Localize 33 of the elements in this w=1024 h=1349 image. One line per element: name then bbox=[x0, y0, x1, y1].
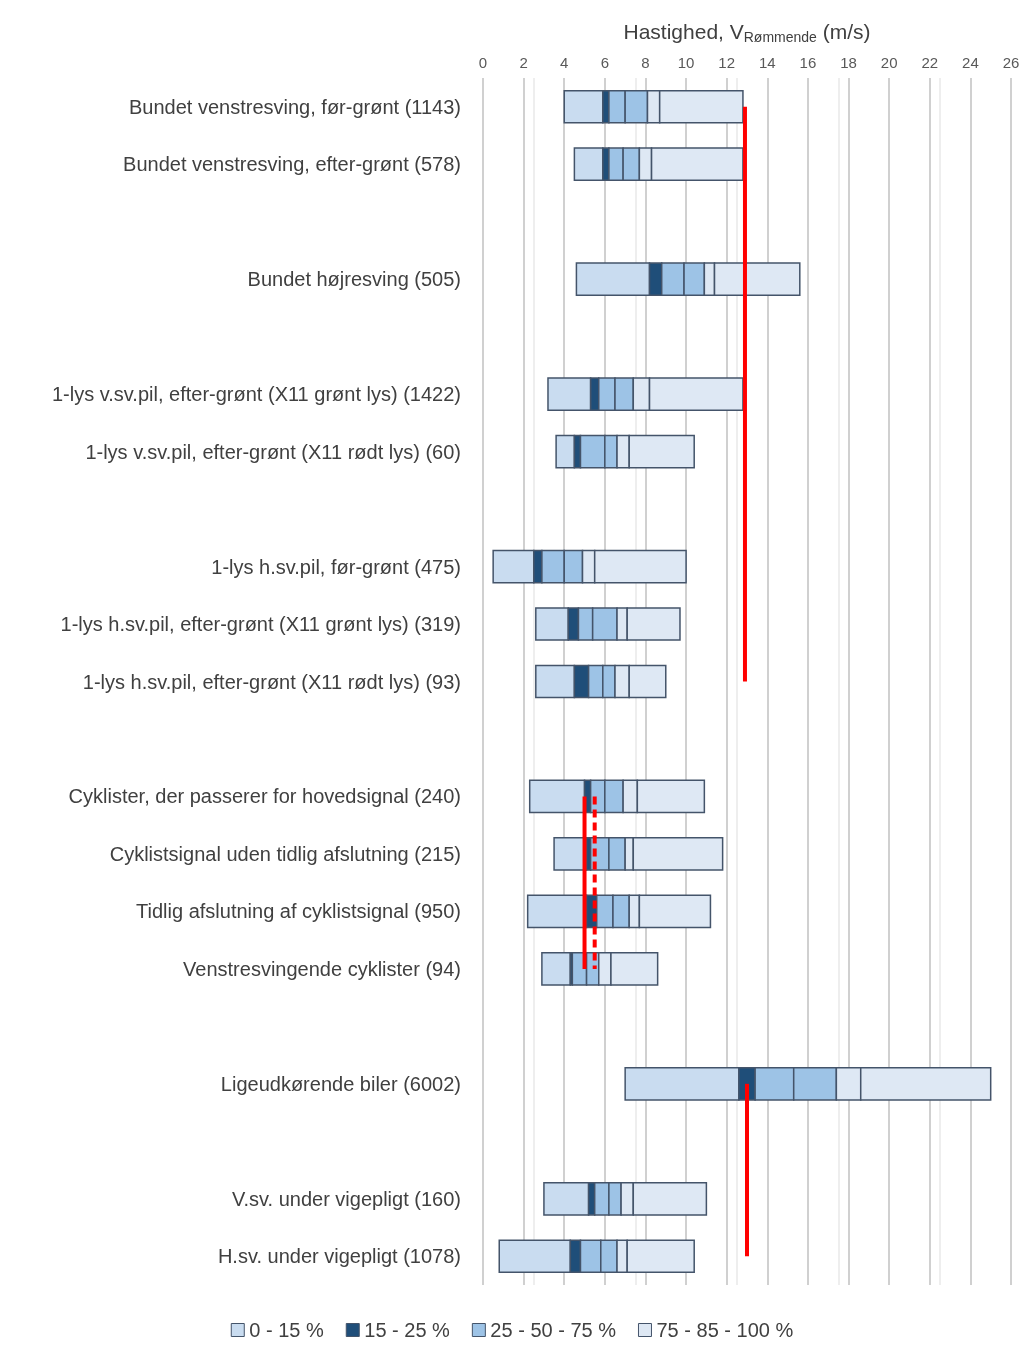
y-tick-label: Bundet venstresving, før-grønt (1143) bbox=[129, 95, 461, 118]
x-tick-label: 0 bbox=[478, 54, 488, 71]
y-tick-label: Bundet venstresving, efter-grønt (578) bbox=[123, 153, 461, 176]
x-tick-label: 26 bbox=[1002, 54, 1020, 71]
y-tick-label: Venstresvingende cyklister (94) bbox=[183, 957, 461, 980]
y-tick-label: Tidlig afslutning af cyklistsignal (950) bbox=[136, 900, 461, 923]
x-tick-label: 20 bbox=[880, 54, 898, 71]
y-tick-label: V.sv. under vigepligt (160) bbox=[231, 1187, 461, 1210]
x-tick-label: 22 bbox=[921, 54, 939, 71]
y-tick-label: Bundet højresving (505) bbox=[247, 268, 461, 291]
x-tick-label: 4 bbox=[560, 54, 569, 71]
y-tick-label: 1-lys h.sv.pil, før-grønt (475) bbox=[211, 555, 461, 578]
legend-label: 25 - 50 - 75 % bbox=[490, 1319, 617, 1341]
y-tick-label: H.sv. under vigepligt (1078) bbox=[217, 1245, 461, 1268]
x-tick-label: 12 bbox=[718, 54, 736, 71]
x-tick-label: 10 bbox=[677, 54, 695, 71]
x-tick-label: 16 bbox=[799, 54, 817, 71]
x-tick-label: 2 bbox=[519, 54, 528, 71]
y-tick-label: Cyklister, der passerer for hovedsignal (240) bbox=[68, 785, 461, 808]
y-tick-label: 1-lys v.sv.pil, efter-grønt (X11 rødt lys) (60) bbox=[85, 440, 461, 463]
y-tick-label: Ligeudkørende biler (6002) bbox=[220, 1072, 461, 1095]
y-tick-label: 1-lys v.sv.pil, efter-grønt (X11 grønt lys) (1422) bbox=[52, 383, 461, 406]
y-tick-label: 1-lys h.sv.pil, efter-grønt (X11 grønt lys) (319) bbox=[60, 613, 461, 636]
x-tick-label: 24 bbox=[962, 54, 979, 71]
y-tick-label: 1-lys h.sv.pil, efter-grønt (X11 rødt lys) (93) bbox=[82, 670, 461, 693]
x-tick-label: 6 bbox=[600, 54, 610, 71]
legend-label: 75 - 85 - 100 % bbox=[656, 1319, 794, 1341]
legend-label: 0 - 15 % bbox=[249, 1319, 324, 1341]
y-tick-label: Cyklistsignal uden tidlig afslutning (215) bbox=[109, 842, 461, 865]
legend-label: 15 - 25 % bbox=[364, 1319, 451, 1341]
x-tick-label: 8 bbox=[641, 54, 650, 71]
x-tick-label: 14 bbox=[758, 54, 776, 71]
x-tick-label: 18 bbox=[840, 54, 857, 71]
